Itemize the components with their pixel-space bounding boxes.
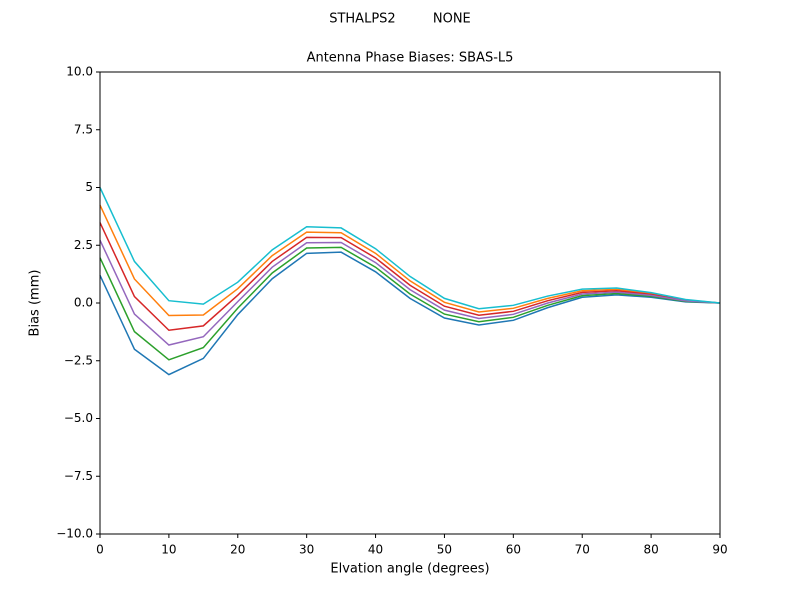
x-tick-label: 70 — [575, 543, 590, 557]
y-tick-label: −5.0 — [64, 411, 93, 425]
x-tick-label: 50 — [437, 543, 452, 557]
y-tick-label: −10.0 — [56, 527, 93, 541]
y-axis-label: Bias (mm) — [28, 270, 43, 337]
chart-suptitle: STHALPS2 NONE — [329, 12, 471, 27]
x-tick-label: 20 — [230, 543, 245, 557]
series-line — [99, 251, 721, 376]
y-tick-label: 7.5 — [74, 122, 93, 136]
series-line — [99, 222, 721, 332]
x-tick-label: 10 — [161, 543, 176, 557]
y-tick-label: 10.0 — [66, 65, 93, 79]
x-tick-label: 0 — [96, 543, 104, 557]
y-tick-label: −7.5 — [64, 469, 93, 483]
series-line — [99, 246, 721, 361]
y-tick-label: 0.0 — [74, 296, 93, 310]
series-line — [99, 187, 721, 310]
y-tick-label: −2.5 — [64, 353, 93, 367]
chart-title: Antenna Phase Biases: SBAS-L5 — [307, 51, 514, 66]
x-tick-label: 30 — [299, 543, 314, 557]
x-tick-label: 60 — [506, 543, 521, 557]
x-tick-label: 90 — [712, 543, 727, 557]
x-tick-label: 40 — [368, 543, 383, 557]
x-tick-label: 80 — [643, 543, 658, 557]
y-tick-label: 2.5 — [74, 238, 93, 252]
series-line — [99, 239, 721, 346]
x-axis-label: Elvation angle (degrees) — [330, 562, 489, 577]
y-tick-label: 5 — [85, 180, 93, 194]
series-line — [99, 204, 721, 317]
